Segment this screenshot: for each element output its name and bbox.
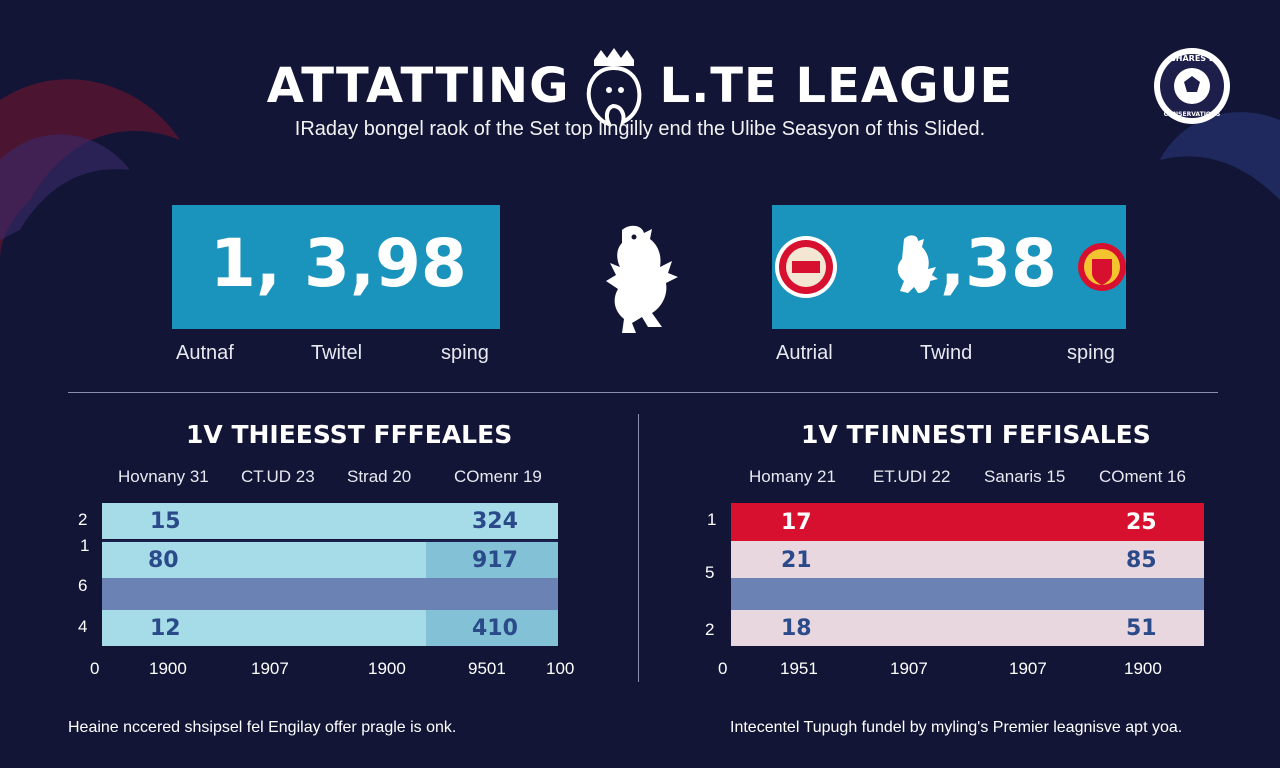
right-col-header-1: Homany 21 <box>749 467 836 486</box>
left-col-header-1: Hovnany 31 <box>118 467 209 486</box>
left-row-1: 15 324 <box>102 503 558 539</box>
section-divider <box>68 392 1218 393</box>
svg-text:BHARES E: BHARES E <box>1170 54 1215 63</box>
left-row-4-a: 12 <box>150 616 181 641</box>
left-row-index-4: 4 <box>78 617 88 636</box>
small-lion-icon <box>897 235 938 293</box>
stat-label-left-3: sping <box>441 342 489 364</box>
right-axis-label-1: 0 <box>718 659 728 678</box>
stat-value-right: ,38 <box>940 225 1057 302</box>
left-row-separator <box>102 540 558 542</box>
title-left: ATTATTING <box>266 58 570 114</box>
stat-label-right-2: Twind <box>920 342 973 364</box>
stat-box-left: 1, 3,98 <box>172 205 500 329</box>
stat-label-right-3: sping <box>1067 342 1115 364</box>
left-col-header-4: COmenr 19 <box>454 467 542 486</box>
right-row-index-4: 2 <box>705 620 715 639</box>
footnote-right: Intecentel Tupugh fundel by myling's Pre… <box>730 719 1183 736</box>
right-row-1: 17 25 <box>731 503 1204 541</box>
right-axis-label-5: 1900 <box>1124 659 1162 678</box>
left-axis-label-4: 1900 <box>368 659 406 678</box>
right-row-4-b: 51 <box>1126 616 1157 641</box>
left-row-index-2: 1 <box>80 536 90 555</box>
left-row-index-1: 2 <box>78 510 88 529</box>
left-row-1-a: 15 <box>150 509 181 534</box>
right-row-2-b: 85 <box>1126 548 1157 573</box>
svg-text:CONSERVATIONS: CONSERVATIONS <box>1164 111 1221 118</box>
right-row-1-a: 17 <box>781 510 812 535</box>
left-col-header-2: CT.UD 23 <box>241 467 315 486</box>
left-row-2-b: 917 <box>472 548 518 573</box>
page-title: ATTATTING L.TE LEAGUE <box>0 46 1280 126</box>
right-col-header-4: COment 16 <box>1099 467 1186 486</box>
right-row-index-1: 1 <box>707 510 717 529</box>
left-row-2-a: 80 <box>148 548 179 573</box>
right-row-4: 18 51 <box>731 610 1204 646</box>
lion-crest-icon <box>587 48 642 126</box>
right-panel-title: 1V TFINNESTI FEFISALES <box>801 420 1151 449</box>
left-axis-label-5: 9501 <box>468 659 506 678</box>
right-row-2: 21 85 <box>731 541 1204 578</box>
left-row-3 <box>102 578 558 610</box>
football-badge-icon: BHARES E CONSERVATIONS <box>1154 48 1230 124</box>
right-row-index-2: 5 <box>705 563 715 582</box>
left-row-1-b: 324 <box>472 509 518 534</box>
left-col-header-3: Strad 20 <box>347 467 412 486</box>
right-axis-label-4: 1907 <box>1009 659 1047 678</box>
club-crest-red-icon <box>775 236 837 298</box>
stat-label-right-1: Autrial <box>776 342 833 364</box>
title-right: L.TE LEAGUE <box>659 58 1014 114</box>
panel-divider <box>638 414 639 682</box>
right-row-2-a: 21 <box>781 548 812 573</box>
club-crest-shield-icon <box>1078 243 1126 291</box>
stat-value-left: 1, 3,98 <box>210 225 467 302</box>
left-row-4-b: 410 <box>472 616 518 641</box>
right-row-3 <box>731 578 1204 610</box>
left-row-4: 12 410 <box>102 610 558 646</box>
right-col-header-3: Sanaris 15 <box>984 467 1066 486</box>
left-row-index-3: 6 <box>78 576 88 595</box>
rampant-lion-icon <box>606 225 678 333</box>
left-axis-label-1: 0 <box>90 659 100 678</box>
subtitle: IRaday bongel raok of the Set top llngil… <box>294 118 986 140</box>
left-axis-label-2: 1900 <box>149 659 187 678</box>
right-axis-label-2: 1951 <box>780 659 818 678</box>
left-axis-label-6: 100 <box>546 659 575 678</box>
stat-box-right: ,38 <box>772 205 1126 329</box>
left-axis-label-3: 1907 <box>251 659 289 678</box>
stat-label-left-2: Twitel <box>311 342 363 364</box>
footnote-left: Heaine nccered shsipsel fel Engilay offe… <box>68 719 457 736</box>
right-row-4-a: 18 <box>781 616 812 641</box>
left-panel-title: 1V THIEESST FFFEALES <box>186 420 513 449</box>
right-row-1-b: 25 <box>1126 510 1157 535</box>
left-row-2: 80 917 <box>102 542 558 578</box>
stat-label-left-1: Autnaf <box>176 342 234 364</box>
right-col-header-2: ET.UDI 22 <box>873 467 951 486</box>
right-axis-label-3: 1907 <box>890 659 928 678</box>
